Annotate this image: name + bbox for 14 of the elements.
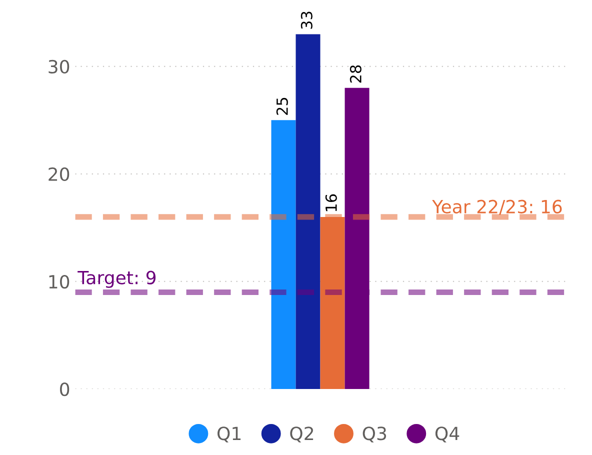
- data-label: 33: [300, 12, 312, 29]
- legend-label: Q1: [218, 426, 241, 442]
- y-tick-label: 20: [48, 167, 70, 182]
- y-tick-label: 30: [48, 60, 70, 74]
- y-tick-label: 0: [60, 382, 70, 396]
- data-label: 25: [276, 98, 288, 115]
- data-label: 28: [350, 65, 362, 83]
- y-tick-label: 10: [49, 274, 70, 289]
- data-label: 16: [325, 194, 337, 212]
- ref-line-label: Year 22/23: 16: [432, 200, 562, 215]
- legend-label: Q4: [435, 426, 460, 442]
- legend-label: Q2: [290, 426, 314, 442]
- legend-label: Q3: [362, 426, 386, 442]
- ref-line-label: Target: 9: [78, 270, 156, 288]
